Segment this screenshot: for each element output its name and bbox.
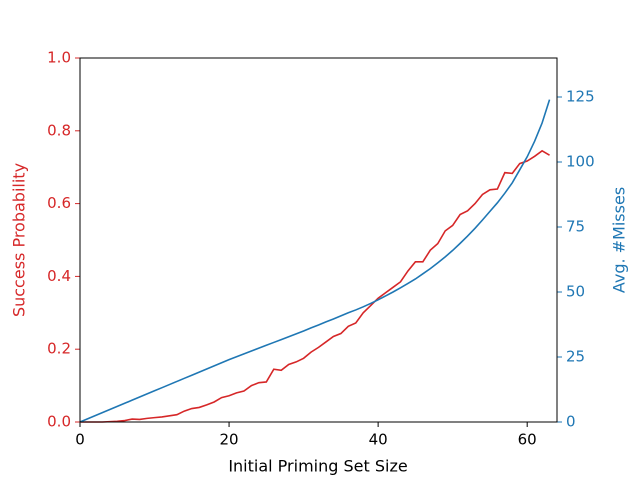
x-tick-label: 20	[220, 431, 239, 449]
x-tick-label: 0	[75, 431, 85, 449]
y-tick-label: 0.0	[47, 413, 71, 431]
x-tick-label: 60	[518, 431, 537, 449]
y2-tick-label: 100	[566, 153, 595, 171]
y2-tick-label: 25	[566, 348, 585, 366]
y2-tick-label: 125	[566, 88, 595, 106]
data-line	[80, 149, 550, 423]
y-axis-label: Success Probability	[10, 163, 29, 317]
y-tick-label: 0.4	[47, 267, 71, 285]
y-tick-label: 0.8	[47, 121, 71, 139]
y-tick-label: 1.0	[47, 49, 71, 67]
x-tick-label: 40	[369, 431, 388, 449]
y-tick-label: 0.6	[47, 194, 71, 212]
y2-tick-label: 0	[566, 413, 576, 431]
data-line	[79, 99, 551, 423]
y-tick-label: 0.2	[47, 340, 71, 358]
y2-tick-label: 75	[566, 218, 585, 236]
y2-tick-label: 50	[566, 283, 585, 301]
plot-frame	[79, 57, 558, 423]
y2-axis-label: Avg. #Misses	[610, 187, 629, 293]
x-axis-label: Initial Priming Set Size	[228, 457, 407, 476]
